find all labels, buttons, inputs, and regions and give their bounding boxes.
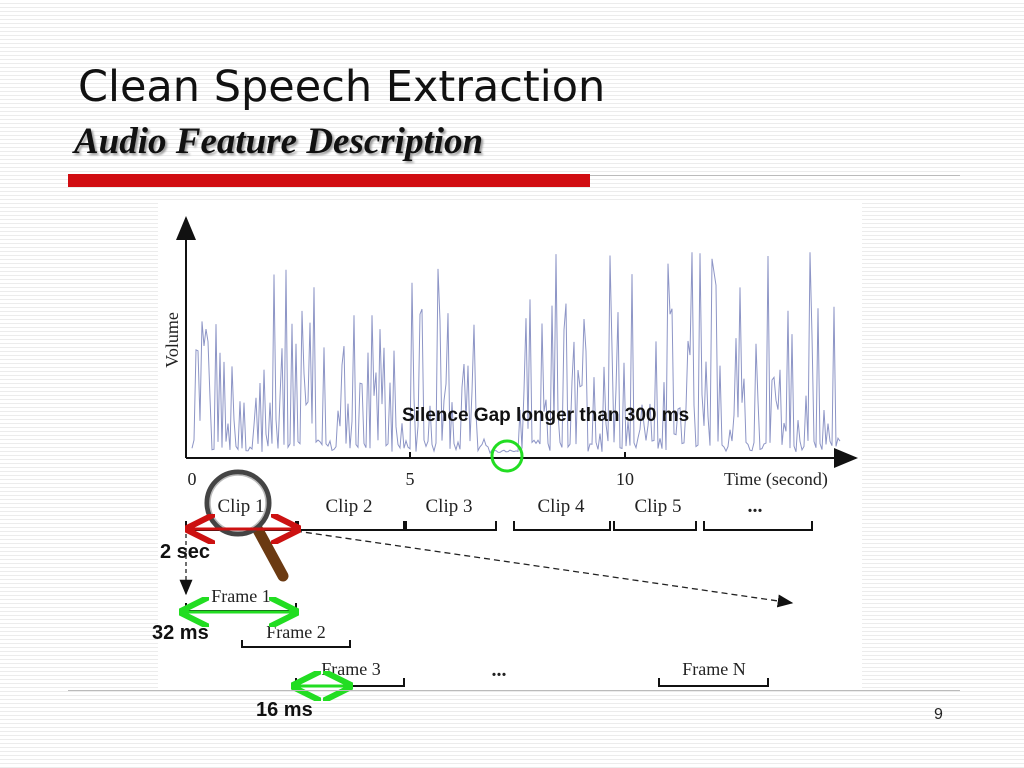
clip-label: Clip 1 (218, 496, 265, 517)
page-number: 9 (934, 706, 943, 723)
clip-label: Clip 2 (326, 496, 373, 517)
y-axis-label: Volume (162, 312, 182, 368)
slide-subtitle: Audio Feature Description (74, 121, 484, 162)
volume-waveform (191, 252, 841, 455)
clip-length-label: 2 sec (160, 541, 210, 563)
zoom-dashed-arrow (295, 530, 794, 608)
clip-bracket (513, 521, 611, 531)
clip-label: Clip 3 (426, 496, 473, 517)
title-accent-bar (68, 174, 590, 187)
frame-shift-label: 16 ms (256, 699, 313, 721)
silence-gap-label: Silence Gap longer than 300 ms (402, 405, 689, 426)
title-divider (590, 175, 960, 176)
clip-ellipsis: ... (748, 495, 763, 517)
figure-panel (158, 202, 862, 688)
frame-label: Frame N (682, 659, 745, 679)
clip-label: Clip 5 (635, 496, 682, 517)
slide-title: Clean Speech Extraction (78, 62, 606, 112)
frame-label: Frame 2 (266, 622, 325, 642)
frame-label: Frame 1 (211, 586, 270, 606)
clip-bracket (613, 521, 697, 531)
frame-length-label: 32 ms (152, 622, 209, 644)
silence-gap-marker (490, 439, 524, 473)
frame-bracket (658, 678, 769, 687)
clip-bracket (703, 521, 813, 531)
x-tick-label: 5 (406, 469, 415, 489)
frame-bracket (241, 640, 351, 648)
clip-bracket (405, 521, 497, 531)
footer-divider (68, 690, 960, 691)
frame-ellipsis: ... (492, 659, 507, 681)
clip-label: Clip 4 (538, 496, 585, 517)
x-tick-label: 0 (188, 469, 197, 489)
frame-label: Frame 3 (321, 659, 380, 679)
x-axis-label: Time (second) (724, 469, 828, 490)
x-tick-label: 10 (616, 469, 634, 489)
